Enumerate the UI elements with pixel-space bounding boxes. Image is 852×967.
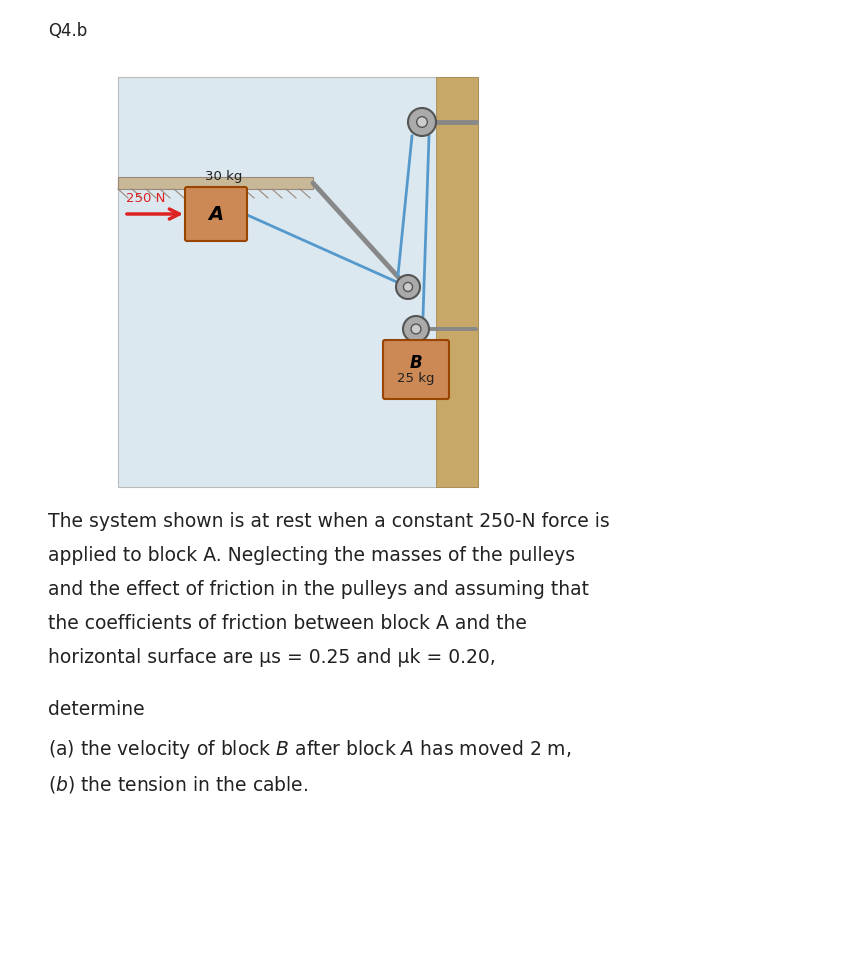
Circle shape [402,316,429,342]
Bar [435,77,477,487]
FancyBboxPatch shape [185,187,247,241]
Text: the coefficients of friction between block A and the: the coefficients of friction between blo… [48,614,527,633]
Circle shape [416,117,427,128]
Text: and the effect of friction in the pulleys and assuming that: and the effect of friction in the pulley… [48,580,589,599]
Text: Q4.b: Q4.b [48,22,87,40]
Text: 25 kg: 25 kg [397,372,435,385]
FancyBboxPatch shape [383,340,448,399]
Text: A: A [208,204,223,223]
Text: determine: determine [48,700,145,719]
Text: applied to block A. Neglecting the masses of the pulleys: applied to block A. Neglecting the masse… [48,546,574,565]
Text: ($\it{b}$) the tension in the cable.: ($\it{b}$) the tension in the cable. [48,774,308,795]
Circle shape [411,324,420,334]
Text: 30 kg: 30 kg [205,170,243,183]
Circle shape [395,275,419,299]
Circle shape [403,282,412,292]
Text: horizontal surface are μs = 0.25 and μk = 0.20,: horizontal surface are μs = 0.25 and μk … [48,648,495,667]
Text: B: B [409,354,422,371]
Circle shape [407,108,435,136]
Bar [118,77,477,487]
Bar [118,177,313,189]
Text: (a) the velocity of block $\it{B}$ after block $\it{A}$ has moved 2 m,: (a) the velocity of block $\it{B}$ after… [48,738,571,761]
Text: 250 N: 250 N [126,192,165,205]
Text: The system shown is at rest when a constant 250-N force is: The system shown is at rest when a const… [48,512,609,531]
